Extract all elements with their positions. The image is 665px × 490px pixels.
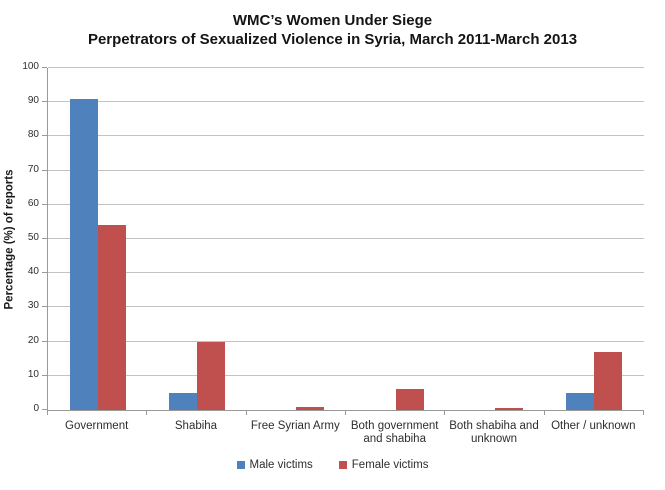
bar-female-victims-both-government-and-shabiha (395, 389, 424, 410)
y-tick-mark-10 (42, 374, 47, 376)
x-category-label-shabiha: Shabiha (174, 420, 218, 432)
bar-male-victims-shabiha (168, 392, 197, 410)
bar-male-victims-other-unknown (566, 392, 595, 410)
y-tick-label-40: 40 (27, 266, 39, 278)
x-category-label-both-government-and-shabiha: Both government and shabiha (350, 420, 439, 445)
y-tick-mark-100 (42, 67, 47, 68)
legend-swatch-female-victims (338, 461, 347, 469)
y-tick-label-70: 70 (27, 163, 39, 175)
y-tick-mark-40 (42, 272, 47, 274)
y-tick-label-30: 30 (27, 300, 39, 312)
x-tick-mark-1 (146, 411, 147, 415)
x-category-label-government: Government (65, 420, 129, 432)
bar-group-other-unknown (545, 68, 644, 410)
gridline-10 (48, 374, 644, 376)
x-tick-mark-4 (444, 411, 445, 415)
x-tick-mark-3 (345, 411, 346, 415)
chart-title-line2: Perpetrators of Sexualized Violence in S… (87, 31, 578, 48)
x-tick-mark-0 (47, 411, 48, 415)
bar-group-shabiha (147, 68, 246, 410)
legend-label-male-victims: Male victims (249, 459, 313, 471)
y-tick-label-0: 0 (33, 403, 39, 414)
bar-female-victims-other-unknown (594, 351, 623, 410)
bar-female-victims-both-shabiha-and-unknown (494, 408, 523, 410)
y-tick-mark-60 (42, 203, 47, 205)
chart-title-line1: WMC’s Women Under Siege (232, 12, 433, 29)
bar-female-victims-government (97, 225, 126, 410)
y-tick-mark-90 (42, 101, 47, 103)
bar-group-both-shabiha-and-unknown (445, 68, 544, 410)
y-tick-mark-0 (42, 409, 47, 410)
y-tick-label-50: 50 (27, 232, 39, 243)
y-tick-label-20: 20 (27, 334, 39, 346)
gridline-90 (48, 101, 644, 103)
gridline-50 (48, 238, 644, 239)
bar-female-victims-shabiha (196, 341, 225, 410)
y-tick-label-10: 10 (27, 368, 39, 380)
x-category-label-free-syrian-army: Free Syrian Army (250, 420, 340, 432)
gridline-80 (48, 135, 644, 137)
plot-area (47, 67, 644, 411)
y-tick-mark-50 (42, 238, 47, 239)
legend-swatch-male-victims (236, 461, 245, 469)
y-tick-label-90: 90 (27, 95, 39, 107)
gridline-70 (48, 169, 644, 171)
y-tick-mark-20 (42, 340, 47, 342)
x-category-label-other-unknown: Other / unknown (551, 420, 636, 432)
bar-group-both-government-and-shabiha (346, 68, 445, 410)
x-tick-mark-6 (643, 411, 644, 415)
x-axis-category-labels: Government Shabiha Free Syrian Army Both go… (47, 420, 643, 446)
y-tick-mark-70 (42, 169, 47, 171)
legend-label-female-victims: Female victims (351, 459, 429, 471)
legend-item-male-victims: Male victims (236, 459, 313, 471)
legend: Male victims Female victims (0, 459, 665, 471)
bar-group-government (48, 68, 147, 410)
x-category-label-both-shabiha-and-unknown: Both shabiha and unknown (449, 420, 539, 445)
y-tick-label-80: 80 (27, 129, 39, 141)
gridline-30 (48, 306, 644, 308)
gridline-60 (48, 203, 644, 205)
bar-group-free-syrian-army (247, 68, 346, 410)
y-tick-mark-30 (42, 306, 47, 308)
y-tick-label-100: 100 (22, 61, 39, 72)
bar-female-victims-free-syrian-army (296, 406, 325, 410)
x-tick-mark-2 (246, 411, 247, 415)
legend-item-female-victims: Female victims (338, 459, 429, 471)
gridline-40 (48, 272, 644, 274)
y-tick-mark-80 (42, 135, 47, 137)
chart-title: WMC’s Women Under Siege Perpetrators of … (0, 11, 665, 49)
x-tick-mark-5 (544, 411, 545, 415)
gridline-20 (48, 340, 644, 342)
bar-male-victims-government (69, 98, 98, 410)
y-tick-label-60: 60 (27, 197, 39, 209)
gridline-100 (48, 67, 644, 68)
